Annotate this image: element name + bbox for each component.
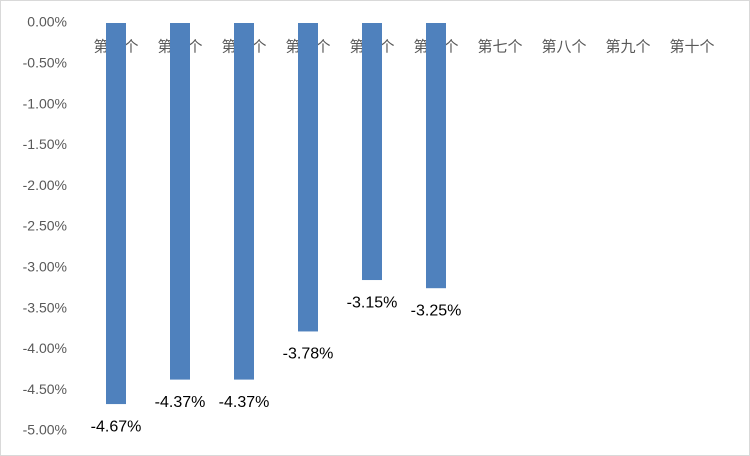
value-label: -3.25%: [411, 302, 462, 319]
y-tick-label: -1.50%: [23, 136, 67, 152]
x-tick-label: 第九个: [605, 38, 650, 56]
y-tick-label: -2.00%: [23, 177, 67, 193]
x-tick-label: 第七个: [477, 38, 522, 56]
y-tick-label: -1.00%: [23, 95, 67, 111]
y-tick-label: -4.00%: [23, 340, 67, 356]
bar: [106, 23, 126, 405]
value-label: -3.78%: [283, 346, 334, 363]
y-tick-label: -0.50%: [23, 55, 67, 71]
y-tick-label: -5.00%: [23, 422, 67, 438]
y-tick-label: 0.00%: [27, 14, 67, 30]
y-tick-label: -3.00%: [23, 259, 67, 275]
bar: [170, 23, 190, 380]
value-label: -4.67%: [91, 418, 142, 435]
x-tick-label: 第八个: [541, 38, 586, 56]
bar: [298, 23, 318, 332]
value-label: -4.37%: [219, 394, 270, 411]
y-tick-label: -2.50%: [23, 218, 67, 234]
bar: [426, 23, 446, 289]
y-tick-label: -3.50%: [23, 299, 67, 315]
bar: [362, 23, 382, 281]
bar: [234, 23, 254, 380]
value-label: -4.37%: [155, 394, 206, 411]
y-tick-label: -4.50%: [23, 381, 67, 397]
x-tick-label: 第十个: [669, 38, 714, 56]
value-label: -3.15%: [347, 294, 398, 311]
